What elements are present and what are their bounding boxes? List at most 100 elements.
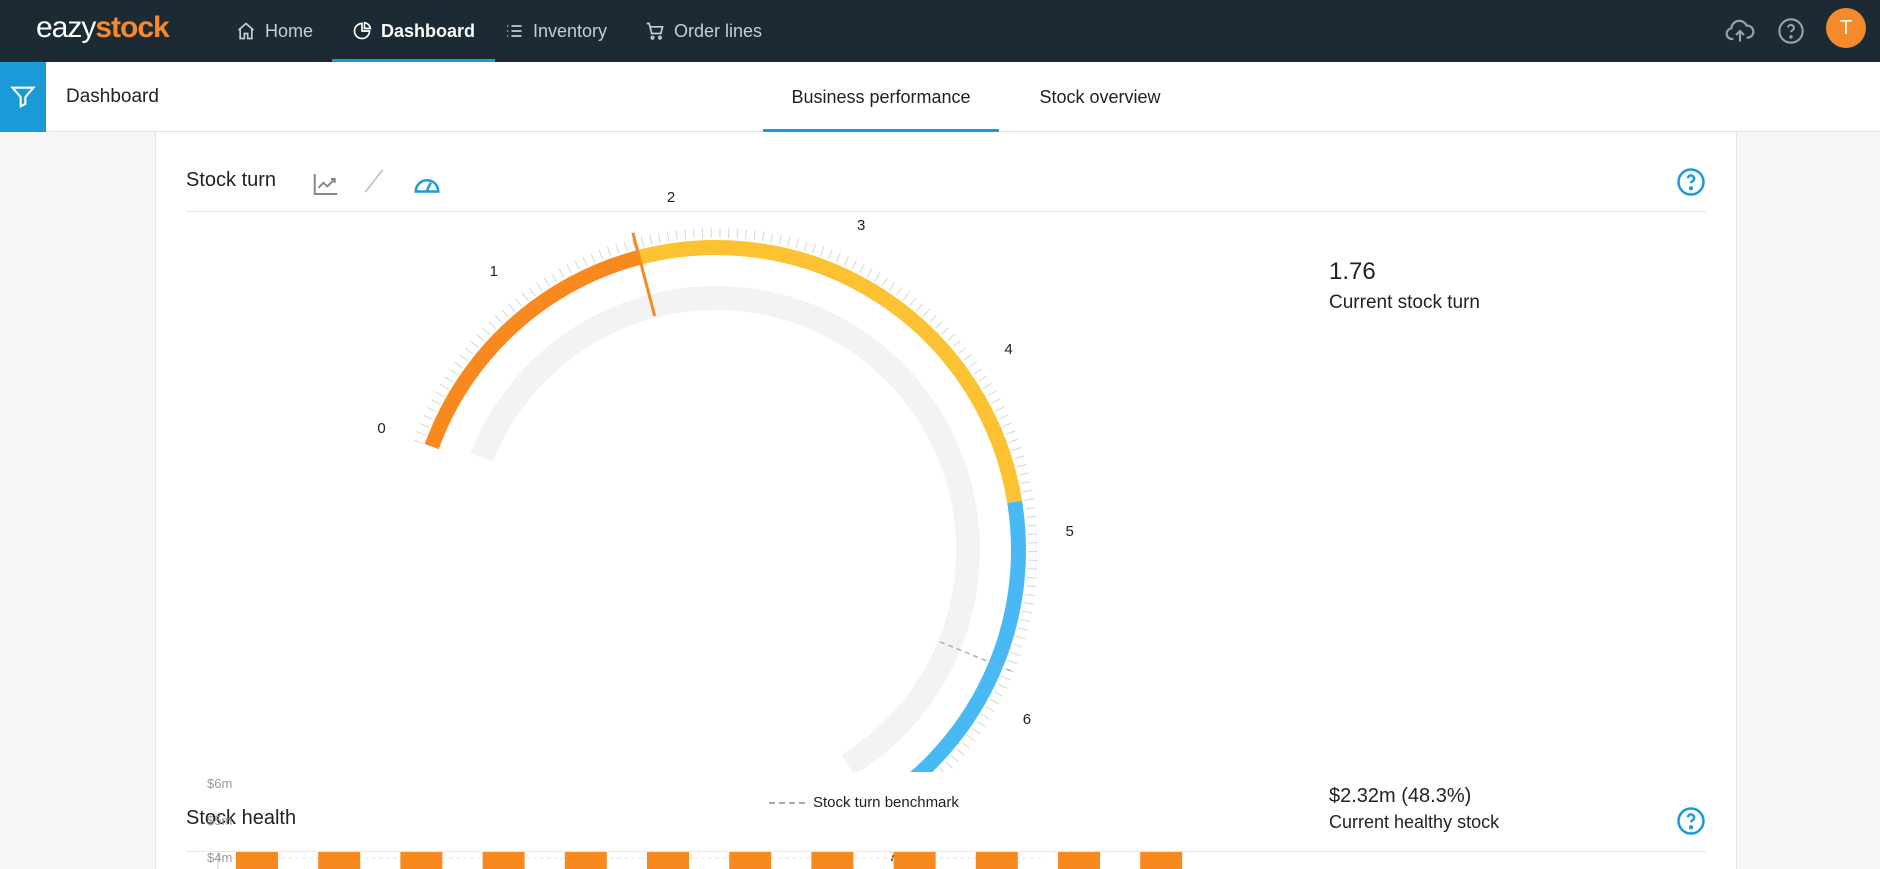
cloud-upload-button[interactable] bbox=[1723, 14, 1757, 48]
gauge-minor-tick bbox=[941, 327, 950, 335]
gauge-background-track bbox=[470, 286, 980, 772]
gauge-minor-tick bbox=[464, 347, 474, 355]
gauge-minor-tick bbox=[1026, 576, 1037, 579]
help-button[interactable] bbox=[1774, 14, 1808, 48]
nav-dashboard[interactable]: Dashboard bbox=[331, 0, 496, 62]
gauge-icon[interactable] bbox=[412, 169, 442, 199]
gauge-minor-tick bbox=[470, 340, 479, 349]
nav-dashboard-label: Dashboard bbox=[381, 20, 476, 41]
bar-segment-base[interactable] bbox=[1058, 852, 1100, 869]
gauge-minor-tick bbox=[736, 228, 739, 239]
gauge-minor-tick bbox=[1021, 610, 1032, 614]
dashboard-panel: Stock turn 0 1 2 3 4 5 6 7 Stock turn benchmark… bbox=[155, 132, 1737, 869]
legend-label: Stock turn benchmark bbox=[813, 794, 959, 811]
bar-segment-base[interactable] bbox=[1140, 852, 1183, 869]
gauge-minor-tick bbox=[811, 243, 816, 254]
gauge-tick-label-1: 1 bbox=[489, 263, 498, 281]
gauge-band-1 bbox=[637, 240, 1023, 504]
y-tick-label: $4m bbox=[207, 850, 233, 865]
gauge-minor-tick bbox=[551, 272, 558, 283]
gauge-minor-tick bbox=[623, 241, 628, 252]
gauge-minor-tick bbox=[1010, 651, 1021, 657]
gauge-minor-tick bbox=[459, 354, 469, 362]
gauge-minor-tick bbox=[1008, 438, 1019, 444]
nav-home[interactable]: Home bbox=[236, 0, 313, 62]
gauge-minor-tick bbox=[590, 253, 596, 263]
bar-segment-base[interactable] bbox=[975, 852, 1018, 869]
gauge-minor-tick bbox=[1024, 593, 1035, 597]
gauge-minor-tick bbox=[966, 734, 976, 742]
bar-segment-base[interactable] bbox=[318, 852, 361, 869]
gauge-minor-tick bbox=[514, 297, 522, 307]
gauge-minor-tick bbox=[449, 368, 459, 376]
pie-chart-icon bbox=[353, 21, 372, 40]
bar-segment-base[interactable] bbox=[729, 852, 772, 869]
gauge-minor-tick bbox=[961, 741, 971, 749]
gauge-minor-tick bbox=[909, 297, 917, 306]
gauge-minor-tick bbox=[1005, 430, 1016, 436]
gauge-minor-tick bbox=[693, 228, 695, 239]
nav-inventory[interactable]: Inventory bbox=[504, 0, 607, 62]
stock-turn-header: Stock turn bbox=[186, 132, 1706, 212]
bar-segment-base[interactable] bbox=[482, 852, 525, 869]
gauge-minor-tick bbox=[521, 292, 529, 302]
gauge-minor-tick bbox=[419, 422, 430, 428]
slash-divider-icon bbox=[364, 169, 384, 193]
stock-turn-help-icon[interactable] bbox=[1676, 167, 1706, 197]
gauge-minor-tick bbox=[615, 243, 620, 254]
gauge-minor-tick bbox=[998, 414, 1009, 420]
list-icon bbox=[507, 25, 522, 37]
gauge-minor-tick bbox=[968, 360, 978, 368]
y-tick-label: $6m bbox=[207, 776, 233, 791]
trend-chart-icon[interactable] bbox=[311, 169, 341, 199]
gauge-tick-label-0: 0 bbox=[377, 419, 386, 437]
gauge-minor-tick bbox=[939, 767, 945, 772]
gauge-minor-tick bbox=[439, 383, 449, 390]
cloud-upload-icon bbox=[1725, 19, 1755, 42]
nav-order-lines[interactable]: Order lines bbox=[645, 0, 762, 62]
gauge-minor-tick bbox=[1014, 455, 1025, 460]
gauge-minor-tick bbox=[1020, 618, 1031, 623]
home-icon bbox=[237, 22, 255, 40]
gauge-minor-tick bbox=[431, 399, 441, 405]
bar-segment-base[interactable] bbox=[647, 852, 689, 869]
gauge-minor-tick bbox=[649, 234, 653, 245]
tab-business-performance[interactable]: Business performance bbox=[763, 62, 999, 132]
gauge-minor-tick bbox=[1025, 585, 1036, 588]
gauge-minor-tick bbox=[558, 268, 565, 278]
gauge-tick-label-3: 3 bbox=[857, 217, 866, 235]
bar-segment-base[interactable] bbox=[893, 852, 936, 869]
top-navigation-bar: eazystock Home Dashboard Inventory Order… bbox=[0, 0, 1880, 62]
bar-segment-base[interactable] bbox=[236, 852, 278, 869]
stock-health-help-icon[interactable] bbox=[1676, 806, 1706, 836]
gauge-minor-tick bbox=[963, 353, 973, 361]
user-avatar[interactable]: T bbox=[1826, 8, 1866, 48]
sub-header: Dashboard Business performance Stock ove… bbox=[0, 62, 1880, 132]
eazystock-logo[interactable]: eazystock bbox=[36, 10, 170, 46]
gauge-minor-tick bbox=[1007, 659, 1018, 665]
gauge-minor-tick bbox=[640, 236, 645, 247]
bar-segment-base[interactable] bbox=[400, 852, 443, 869]
filter-icon bbox=[10, 86, 36, 109]
bar-segment-base[interactable] bbox=[564, 852, 607, 869]
gauge-minor-tick bbox=[888, 281, 896, 291]
gauge-tick-label-2: 2 bbox=[666, 188, 676, 206]
gauge-minor-tick bbox=[762, 231, 765, 242]
gauge-minor-tick bbox=[976, 720, 986, 728]
gauge-minor-tick bbox=[916, 303, 924, 312]
gauge-minor-tick bbox=[658, 233, 661, 244]
filter-button[interactable] bbox=[0, 62, 46, 132]
gauge-minor-tick bbox=[952, 340, 961, 348]
gauge-minor-tick bbox=[981, 713, 991, 720]
gauge-minor-tick bbox=[843, 256, 849, 266]
gauge-value-needle bbox=[631, 232, 657, 317]
tab-stock-overview[interactable]: Stock overview bbox=[1039, 87, 1161, 107]
gauge-minor-tick bbox=[598, 249, 604, 260]
gauge-minor-tick bbox=[958, 346, 967, 355]
gauge-minor-tick bbox=[902, 292, 910, 301]
gauge-minor-tick bbox=[675, 230, 678, 241]
stock-turn-title: Stock turn bbox=[186, 169, 277, 191]
gauge-minor-tick bbox=[993, 691, 1004, 697]
current-stock-turn-label: Current stock turn bbox=[1329, 292, 1480, 313]
bar-segment-base[interactable] bbox=[811, 852, 854, 869]
